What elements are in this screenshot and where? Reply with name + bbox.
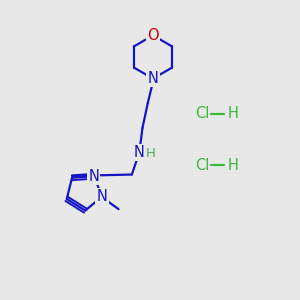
Text: Cl: Cl (195, 106, 209, 122)
Text: N: N (97, 189, 107, 204)
Text: O: O (147, 28, 159, 43)
Text: N: N (88, 169, 99, 184)
Text: Cl: Cl (195, 158, 209, 172)
Text: N: N (134, 145, 145, 160)
Text: H: H (227, 158, 238, 172)
Text: N: N (148, 71, 158, 86)
Text: H: H (227, 106, 238, 122)
Text: H: H (146, 146, 156, 160)
